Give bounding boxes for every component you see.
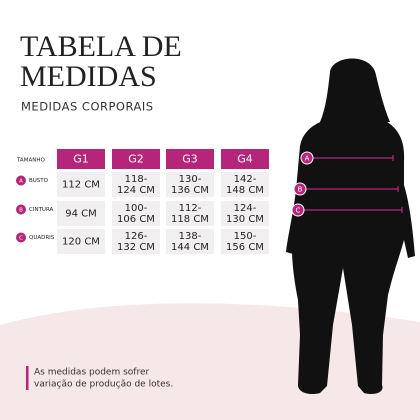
value-cell <box>221 229 269 254</box>
note-line: As medidas podem sofrer <box>34 368 150 378</box>
marker-badge <box>291 203 305 217</box>
value-text: 138- <box>179 231 202 242</box>
column-header: G2 <box>128 153 144 166</box>
subtitle: MEDIDAS CORPORAIS <box>21 100 154 114</box>
note-line: variação de produção de lotes. <box>34 380 173 390</box>
value-text: 124 CM <box>117 185 155 196</box>
marker-letter: B <box>298 186 303 194</box>
value-text: 124- <box>234 203 257 214</box>
value-text: 156 CM <box>226 242 264 253</box>
marker-group: A B C <box>291 151 403 217</box>
value-cell <box>57 201 105 226</box>
column-header-cell <box>112 149 160 169</box>
value-text: 144 CM <box>171 242 209 253</box>
column-header: G4 <box>237 153 253 166</box>
column-header: G1 <box>73 153 89 166</box>
column-header-cell <box>221 149 269 169</box>
value-text: 94 CM <box>65 209 97 220</box>
value-cell <box>112 201 160 226</box>
value-cell <box>112 172 160 197</box>
value-cell <box>166 201 214 226</box>
value-cell <box>112 229 160 254</box>
value-text: 118 CM <box>171 214 209 225</box>
value-text: 130 CM <box>226 214 264 225</box>
value-cell <box>166 229 214 254</box>
row-letter: C <box>19 236 23 242</box>
value-text: 112- <box>179 203 202 214</box>
marker-letter: C <box>296 207 301 215</box>
marker-badge <box>300 151 314 165</box>
value-cell <box>57 172 105 197</box>
note-bar <box>26 366 29 390</box>
row-letter-badge <box>16 232 26 243</box>
value-text: 142- <box>234 174 257 185</box>
value-text: 130- <box>179 174 202 185</box>
marker-badge <box>293 182 307 196</box>
row-letter: A <box>19 179 23 185</box>
column-header-cell <box>57 149 105 169</box>
column-header-cell <box>166 149 214 169</box>
row-label: BUSTO <box>29 178 49 184</box>
value-text: 106 CM <box>117 214 155 225</box>
row-label: QUADRIS <box>29 235 55 241</box>
row-letter-badge <box>16 204 26 215</box>
title-line: TABELA DE <box>20 30 182 63</box>
value-text: 150- <box>234 231 257 242</box>
value-text: 148 CM <box>226 185 264 196</box>
row-letter-badge <box>16 175 26 186</box>
size-table: TAMANHO G1 G2 G3 G4 A BUSTO 112 CM 118-124 CM 130… <box>16 149 269 254</box>
value-cell <box>221 201 269 226</box>
header-label: TAMANHO <box>16 158 45 164</box>
value-text: 132 CM <box>117 242 155 253</box>
column-header: G3 <box>182 153 198 166</box>
row-label: CINTURA <box>29 207 54 213</box>
value-cell <box>57 229 105 254</box>
value-text: 112 CM <box>62 180 100 191</box>
marker-letter: A <box>305 155 310 163</box>
value-text: 120 CM <box>62 237 100 248</box>
row-letter: B <box>19 208 23 214</box>
value-text: 100- <box>125 203 148 214</box>
silhouette <box>286 58 415 395</box>
value-cell <box>166 172 214 197</box>
title-line: MEDIDAS <box>20 60 157 93</box>
value-text: 136 CM <box>171 185 209 196</box>
value-cell <box>221 172 269 197</box>
value-text: 126- <box>125 231 148 242</box>
value-text: 118- <box>125 174 148 185</box>
